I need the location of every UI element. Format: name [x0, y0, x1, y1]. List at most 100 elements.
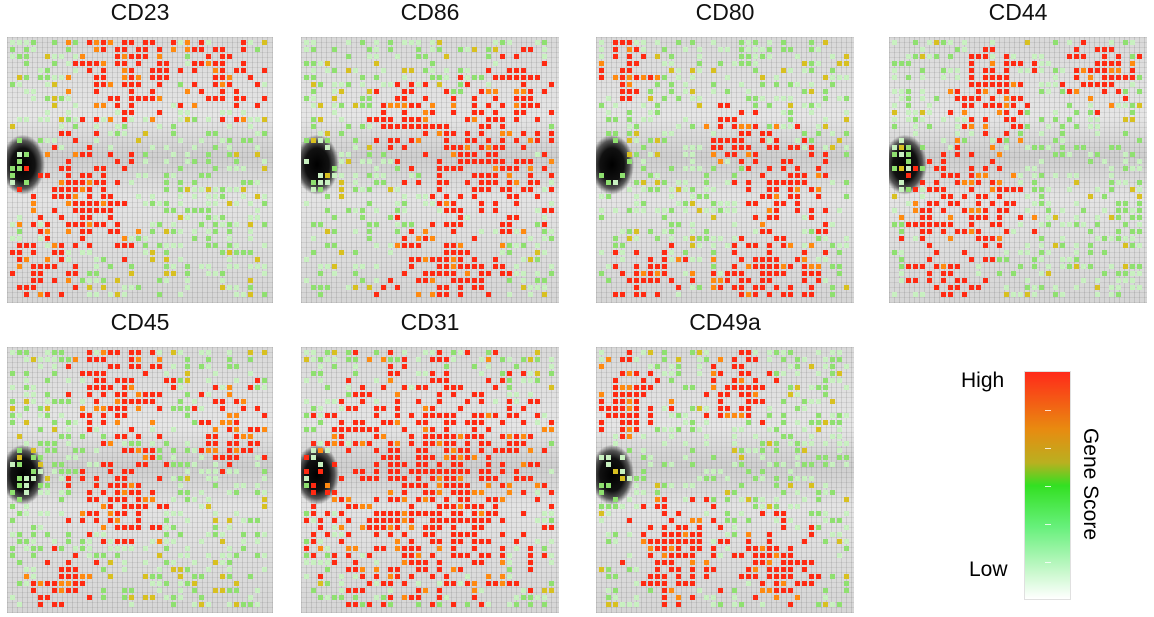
expression-spot — [367, 525, 372, 530]
expression-spot — [402, 96, 407, 101]
expression-spot — [94, 257, 99, 262]
expression-spot — [662, 250, 667, 255]
expression-spot — [332, 89, 337, 94]
expression-spot — [115, 124, 120, 129]
expression-spot — [157, 581, 162, 586]
expression-spot — [767, 131, 772, 136]
expression-spot — [122, 539, 127, 544]
expression-spot — [332, 215, 337, 220]
expression-spot — [704, 595, 709, 600]
expression-spot — [627, 427, 632, 432]
expression-spot — [774, 215, 779, 220]
expression-spot — [332, 264, 337, 269]
expression-spot — [24, 490, 29, 495]
expression-spot — [367, 145, 372, 150]
expression-spot — [725, 278, 730, 283]
expression-spot — [325, 264, 330, 269]
expression-spot — [409, 117, 414, 122]
expression-spot — [325, 441, 330, 446]
expression-spot — [641, 392, 646, 397]
expression-spot — [192, 145, 197, 150]
expression-spot — [122, 68, 127, 73]
expression-spot — [262, 131, 267, 136]
expression-spot — [892, 152, 897, 157]
expression-spot — [367, 159, 372, 164]
expression-spot — [683, 497, 688, 502]
expression-spot — [360, 441, 365, 446]
expression-spot — [837, 434, 842, 439]
expression-spot — [360, 208, 365, 213]
expression-spot — [620, 271, 625, 276]
expression-spot — [753, 61, 758, 66]
expression-spot — [451, 145, 456, 150]
expression-spot — [1074, 201, 1079, 206]
expression-spot — [704, 574, 709, 579]
expression-spot — [451, 229, 456, 234]
expression-spot — [802, 257, 807, 262]
expression-spot — [739, 350, 744, 355]
expression-spot — [381, 103, 386, 108]
expression-spot — [844, 574, 849, 579]
expression-spot — [87, 187, 92, 192]
expression-spot — [1053, 75, 1058, 80]
expression-spot — [969, 131, 974, 136]
expression-spot — [711, 131, 716, 136]
expression-spot — [906, 54, 911, 59]
expression-spot — [45, 138, 50, 143]
expression-spot — [73, 187, 78, 192]
expression-spot — [969, 68, 974, 73]
expression-spot — [906, 187, 911, 192]
expression-spot — [437, 546, 442, 551]
expression-spot — [10, 462, 15, 467]
expression-spot — [606, 264, 611, 269]
expression-spot — [542, 208, 547, 213]
expression-spot — [816, 236, 821, 241]
expression-spot — [528, 357, 533, 362]
expression-spot — [1060, 243, 1065, 248]
expression-spot — [899, 152, 904, 157]
expression-spot — [620, 75, 625, 80]
expression-spot — [1137, 54, 1142, 59]
expression-spot — [690, 68, 695, 73]
expression-spot — [87, 250, 92, 255]
expression-spot — [234, 434, 239, 439]
expression-spot — [774, 448, 779, 453]
expression-spot — [486, 124, 491, 129]
expression-spot — [234, 68, 239, 73]
expression-spot — [816, 455, 821, 460]
expression-spot — [59, 490, 64, 495]
expression-spot — [213, 222, 218, 227]
expression-spot — [423, 511, 428, 516]
expression-spot — [690, 194, 695, 199]
expression-spot — [997, 82, 1002, 87]
expression-spot — [325, 567, 330, 572]
expression-spot — [507, 75, 512, 80]
expression-spot — [227, 187, 232, 192]
expression-spot — [521, 588, 526, 593]
expression-spot — [514, 413, 519, 418]
expression-spot — [206, 448, 211, 453]
expression-spot — [781, 159, 786, 164]
expression-spot — [157, 392, 162, 397]
expression-spot — [458, 292, 463, 297]
expression-spot — [122, 546, 127, 551]
expression-spot — [220, 89, 225, 94]
expression-spot — [913, 208, 918, 213]
expression-spot — [430, 574, 435, 579]
expression-spot — [802, 560, 807, 565]
expression-spot — [634, 124, 639, 129]
expression-spot — [920, 236, 925, 241]
expression-spot — [388, 441, 393, 446]
expression-spot — [178, 553, 183, 558]
expression-spot — [129, 82, 134, 87]
expression-spot — [353, 392, 358, 397]
expression-spot — [620, 243, 625, 248]
expression-spot — [906, 201, 911, 206]
expression-spot — [101, 208, 106, 213]
expression-spot — [150, 201, 155, 206]
expression-spot — [178, 483, 183, 488]
expression-spot — [746, 131, 751, 136]
expression-spot — [1123, 271, 1128, 276]
expression-spot — [479, 131, 484, 136]
expression-spot — [823, 250, 828, 255]
